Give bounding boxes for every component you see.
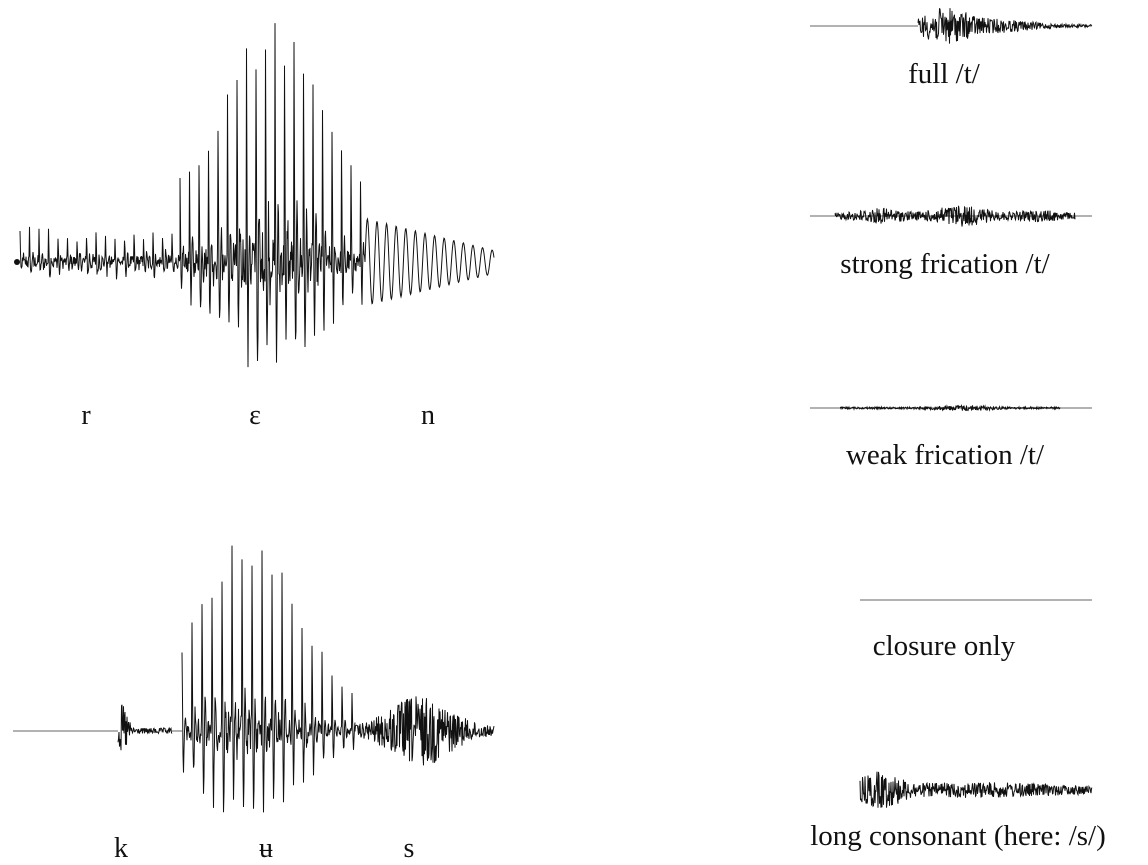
segment-label-r: r bbox=[81, 400, 91, 431]
waveform-long-consonant bbox=[859, 771, 1093, 808]
segment-label-k: k bbox=[114, 833, 128, 864]
waveform-strong-frication bbox=[810, 205, 1092, 227]
waveform-full-t bbox=[810, 7, 1093, 44]
label-strong-frication: strong frication /t/ bbox=[840, 248, 1050, 280]
waveform-ren bbox=[14, 23, 495, 368]
label-long-consonant: long consonant (here: /s/) bbox=[810, 820, 1106, 852]
segment-label-epsilon: ɛ bbox=[249, 400, 261, 431]
label-full-t: full /t/ bbox=[908, 58, 980, 90]
segment-label-s: s bbox=[403, 833, 415, 864]
label-closure-only: closure only bbox=[872, 630, 1016, 662]
segment-label-barred-u: ʉ bbox=[259, 833, 273, 864]
segment-label-n: n bbox=[421, 400, 435, 431]
waveform-weak-frication bbox=[810, 403, 1092, 412]
waveform-kus bbox=[13, 545, 495, 813]
label-weak-frication: weak frication /t/ bbox=[845, 439, 1045, 471]
